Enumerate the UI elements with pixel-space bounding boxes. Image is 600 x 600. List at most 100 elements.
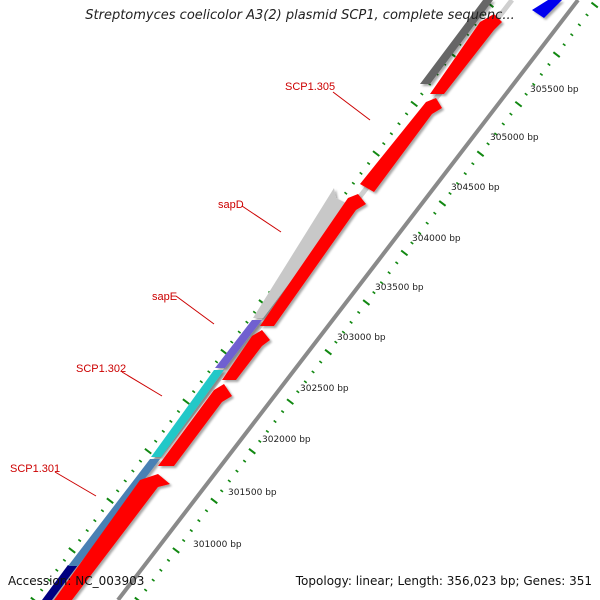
ruler-ticks-inner — [134, 1, 599, 600]
ruler-tick — [570, 33, 574, 37]
ruler-tick — [448, 191, 452, 196]
leader-scp1-305 — [332, 91, 371, 121]
summary-text: Topology: linear; Length: 356,023 bp; Ge… — [295, 574, 592, 588]
ruler-tick — [204, 509, 209, 513]
gene-navy[interactable] — [42, 565, 78, 600]
ruler-tick — [311, 370, 315, 374]
ruler-tick — [420, 92, 424, 96]
ruler-tick — [100, 509, 105, 513]
ruler-tick — [235, 469, 239, 473]
ruler-tick — [324, 348, 333, 356]
ruler-tick — [585, 13, 589, 17]
ruler-tick — [77, 538, 82, 543]
gene-steelblue[interactable] — [68, 459, 160, 566]
ruler-tick — [341, 330, 346, 334]
ruler-tick — [106, 497, 114, 505]
scale-label: 302000 bp — [262, 435, 311, 445]
gene-labels: SCP1.301 SCP1.302 sapE sapD SCP1.305 — [10, 81, 335, 475]
ruler-tick — [455, 181, 460, 186]
ruler-tick — [169, 419, 173, 424]
ruler-tick — [400, 249, 409, 257]
scale-label: 305000 bp — [490, 133, 539, 143]
gene-label-scp1-302[interactable]: SCP1.302 — [76, 363, 126, 375]
ruler-tick — [138, 459, 143, 463]
ruler-tick — [404, 112, 409, 116]
gene-sapd-grey[interactable] — [253, 188, 348, 318]
ruler-tick — [151, 578, 155, 582]
gene-red-sapd[interactable] — [260, 194, 366, 326]
ruler-tick — [93, 519, 97, 523]
ruler-tick — [85, 528, 89, 533]
ruler-tick — [55, 568, 59, 572]
ruler-tick — [131, 469, 135, 473]
ruler-tick — [68, 547, 76, 554]
ruler-tick — [486, 142, 490, 146]
gene-scp1-302-cyan[interactable] — [151, 370, 224, 457]
ruler-tick — [562, 43, 566, 47]
ruler-tick — [476, 150, 485, 157]
ruler-tick — [210, 497, 218, 505]
ruler-tick — [280, 409, 285, 414]
ruler-tick — [191, 390, 196, 394]
ruler-tick — [166, 558, 171, 562]
ruler-tick — [382, 142, 386, 146]
ruler-tick — [514, 100, 523, 108]
ruler-tick — [501, 122, 506, 126]
gene-sape-purple[interactable] — [215, 320, 262, 368]
ruler-tick — [362, 299, 371, 306]
ruler-tick — [547, 62, 551, 67]
ruler-tick — [207, 370, 211, 374]
ruler-tick — [252, 310, 257, 314]
ruler-tick — [366, 161, 371, 166]
ruler-tick — [359, 171, 363, 175]
ruler-tick — [176, 409, 181, 414]
ruler-tick — [509, 112, 513, 116]
scale-label: 301500 bp — [228, 488, 277, 498]
outer-strand-genes — [42, 0, 562, 600]
ruler-tick — [172, 547, 180, 554]
gene-red-top[interactable] — [430, 14, 502, 94]
ruler-tick — [182, 398, 190, 405]
ruler-tick — [242, 459, 247, 463]
gene-red-2[interactable] — [158, 384, 232, 466]
ruler-tick — [115, 489, 120, 493]
ruler-tick — [153, 439, 158, 443]
gene-label-scp1-305[interactable]: SCP1.305 — [285, 81, 335, 93]
backbone-line-inner — [116, 0, 580, 600]
ruler-tick — [524, 92, 528, 96]
ruler-tick — [351, 181, 356, 185]
ruler-tick — [199, 380, 204, 384]
gene-red-scp1-305[interactable] — [360, 98, 442, 192]
gene-dark-grey[interactable] — [420, 0, 493, 84]
gene-blue[interactable] — [532, 0, 562, 18]
ruler-tick — [159, 568, 163, 572]
scale-label: 304500 bp — [451, 183, 500, 193]
gene-label-sape[interactable]: sapE — [152, 291, 177, 303]
scale-label: 305500 bp — [530, 85, 579, 95]
map-title: Streptomyces coelicolor A3(2) plasmid SC… — [85, 8, 515, 23]
ruler-tick — [296, 390, 300, 394]
leader-sapd — [241, 205, 282, 233]
ruler-tick — [493, 132, 498, 136]
gene-label-sapd[interactable]: sapD — [218, 199, 244, 211]
ruler-tick — [265, 429, 270, 434]
ruler-tick — [248, 448, 256, 455]
ruler-tick — [143, 588, 148, 592]
ruler-tick — [334, 340, 338, 344]
gene-label-scp1-301[interactable]: SCP1.301 — [10, 463, 60, 475]
gene-red-3[interactable] — [222, 330, 270, 380]
ruler-tick — [62, 558, 67, 562]
ruler-tick — [471, 162, 475, 166]
ruler-tick — [47, 578, 51, 582]
gene-red-1[interactable] — [54, 474, 170, 600]
scale-label: 303500 bp — [375, 283, 424, 293]
ruler-tick — [273, 419, 277, 424]
ruler-tick — [30, 596, 36, 600]
ruler-tick — [349, 320, 353, 324]
ruler-tick — [356, 310, 361, 315]
leader-sape — [175, 295, 215, 325]
ruler-tick — [417, 231, 422, 235]
ruler-tick — [552, 51, 561, 58]
ruler-tick — [197, 519, 201, 523]
